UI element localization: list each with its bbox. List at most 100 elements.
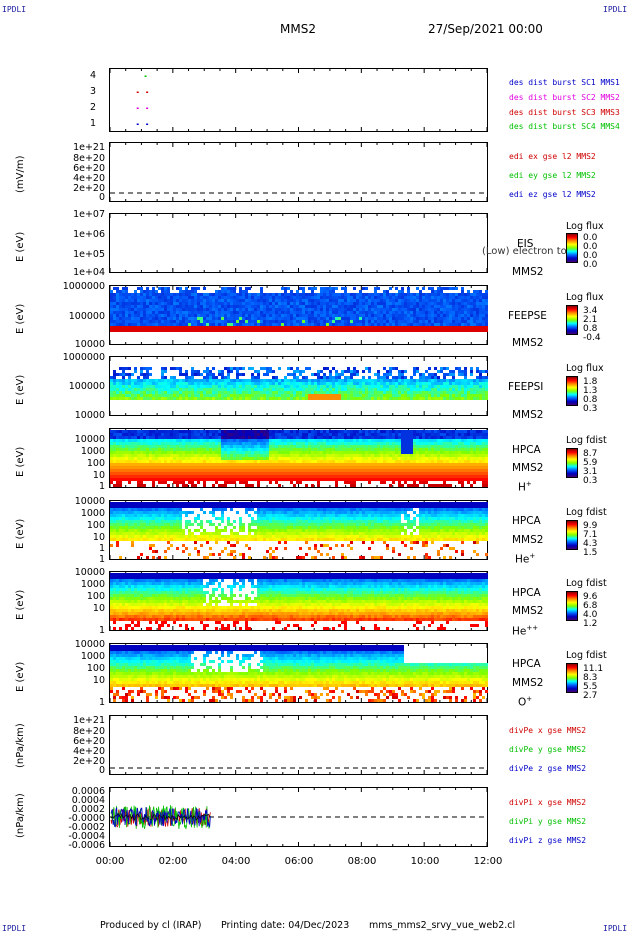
feepse-cell: [380, 326, 383, 329]
hpca-h-cell: [161, 454, 164, 457]
hpca-h-cell: [176, 451, 179, 454]
feepsi-cell: [332, 379, 335, 382]
feepse-cell: [179, 305, 182, 308]
feepsi-cell: [395, 376, 398, 379]
feepsi-cell: [329, 397, 332, 400]
feepse-cell: [314, 329, 317, 332]
tick-divpi-6: -0.0006: [68, 840, 105, 851]
feepse-cell: [167, 287, 170, 290]
feepse-cell: [317, 302, 320, 305]
feepsi-cell: [437, 379, 440, 382]
feepsi-cell: [278, 397, 281, 400]
hpca-h-cell: [236, 433, 239, 436]
hpca-h-cell: [167, 433, 170, 436]
feepse-cell: [362, 299, 365, 302]
hpca-h-cell: [293, 451, 296, 454]
hpca-h-cell: [287, 466, 290, 469]
feepse-cell: [443, 302, 446, 305]
feepse-cell: [209, 317, 212, 320]
hpca-h-cell: [113, 454, 116, 457]
feepse-cell: [317, 320, 320, 323]
feepse-cell: [368, 320, 371, 323]
feepse-cell: [221, 329, 224, 332]
feepsi-cell: [203, 382, 206, 385]
feepse-cell: [353, 302, 356, 305]
feepse-cell: [419, 302, 422, 305]
feepsi-cell: [272, 391, 275, 394]
colorbar-hpca-o-v0: 11.1: [583, 664, 604, 674]
hpca-h-cell: [191, 430, 194, 433]
hpca-h-cell: [125, 439, 128, 442]
feepsi-cell: [146, 367, 149, 370]
feepsi-cell: [470, 391, 473, 394]
hpca-h-cell: [299, 436, 302, 439]
feepse-cell: [455, 302, 458, 305]
feepse-cell: [191, 329, 194, 332]
feepse-cell: [302, 293, 305, 296]
feepse-cell: [197, 308, 200, 311]
feepse-cell: [332, 326, 335, 329]
feepsi-cell: [128, 379, 131, 382]
feepse-cell: [233, 302, 236, 305]
feepsi-cell: [320, 385, 323, 388]
feepse-cell: [143, 305, 146, 308]
feepse-cell: [338, 299, 341, 302]
hpca-h-cell: [140, 466, 143, 469]
tick-divpe-2: 6e+20: [73, 736, 105, 747]
hpca-h-cell: [242, 445, 245, 448]
hpca-h-cell: [161, 442, 164, 445]
feepse-cell: [299, 326, 302, 329]
feepse-cell: [356, 308, 359, 311]
feepsi-cell: [410, 385, 413, 388]
hpca-h-cell: [308, 439, 311, 442]
feepse-cell: [404, 326, 407, 329]
feepse-cell: [428, 317, 431, 320]
feepse-cell: [449, 329, 452, 332]
feepsi-cell: [425, 382, 428, 385]
hpca-h-cell: [176, 448, 179, 451]
feepse-cell: [287, 302, 290, 305]
feepse-cell: [161, 305, 164, 308]
hpca-h-cell: [284, 475, 287, 478]
feepse-cell: [464, 302, 467, 305]
hpca-h-cell: [218, 478, 221, 481]
feepse-cell: [353, 329, 356, 332]
colorbar-title-feepse: Log flux: [566, 292, 604, 303]
hpca-h-cell: [137, 466, 140, 469]
feepse-cell: [173, 329, 176, 332]
hpca-h-cell: [128, 442, 131, 445]
feepse-cell: [122, 302, 125, 305]
hpca-h-cell: [224, 466, 227, 469]
hpca-h-cell: [296, 469, 299, 472]
hpca-h-cell: [335, 481, 338, 484]
feepse-cell: [425, 299, 428, 302]
feepse-cell: [476, 290, 479, 293]
feepsi-cell: [353, 367, 356, 370]
feepsi-cell: [341, 373, 344, 376]
feepsi-cell: [452, 379, 455, 382]
feepse-cell: [317, 314, 320, 317]
feepsi-cell: [464, 391, 467, 394]
feepse-cell: [119, 326, 122, 329]
feepse-cell: [413, 329, 416, 332]
feepse-cell: [350, 296, 353, 299]
hpca-h-cell: [242, 430, 245, 433]
feepse-cell: [284, 305, 287, 308]
feepsi-cell: [218, 382, 221, 385]
feepsi-cell: [473, 379, 476, 382]
feepse-cell: [329, 326, 332, 329]
feepsi-cell: [332, 385, 335, 388]
hpca-h-cell: [296, 478, 299, 481]
hpca-h-cell: [140, 433, 143, 436]
feepse-cell: [341, 314, 344, 317]
feepse-cell: [389, 308, 392, 311]
feepsi-cell: [449, 397, 452, 400]
hpca-h-cell: [326, 466, 329, 469]
feepsi-cell: [323, 388, 326, 391]
hpca-h-cell: [248, 469, 251, 472]
feepsi-cell: [332, 388, 335, 391]
feepsi-cell: [329, 370, 332, 373]
feepse-cell: [146, 293, 149, 296]
feepse-cell: [257, 296, 260, 299]
feepse-cell: [251, 329, 254, 332]
